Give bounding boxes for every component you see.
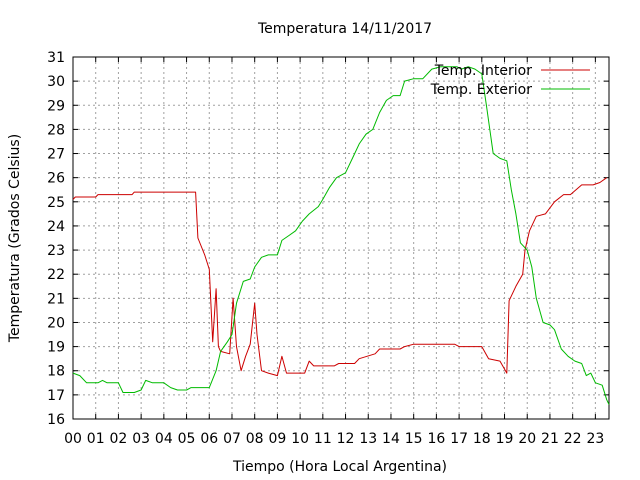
y-tick-label: 19: [47, 340, 65, 356]
x-tick-label: 19: [496, 431, 514, 447]
x-tick-label: 21: [541, 431, 559, 447]
legend: Temp. Interior Temp. Exterior: [430, 63, 590, 98]
y-axis-label: Temperatura (Grados Celsius): [7, 134, 23, 343]
x-tick-label: 09: [268, 431, 286, 447]
x-tick-label: 22: [564, 431, 582, 447]
x-axis-label: Tiempo (Hora Local Argentina): [232, 459, 447, 475]
x-tick-label: 08: [246, 431, 264, 447]
legend-label-exterior: Temp. Exterior: [430, 82, 533, 98]
x-tick-label: 13: [359, 431, 377, 447]
y-tick-label: 25: [47, 195, 65, 211]
y-tick-label: 29: [47, 98, 65, 114]
x-tick-label: 12: [337, 431, 355, 447]
x-tick-label: 10: [291, 431, 309, 447]
x-tick-label: 02: [110, 431, 128, 447]
legend-label-interior: Temp. Interior: [434, 63, 533, 79]
x-tick-label: 20: [518, 431, 536, 447]
y-tick-label: 28: [47, 122, 65, 138]
x-tick-label: 16: [427, 431, 445, 447]
y-tick-label: 16: [47, 412, 65, 428]
y-tick-label: 23: [47, 243, 65, 259]
series-line-temp-interior: [72, 177, 607, 377]
y-tick-label: 18: [47, 364, 65, 380]
x-tick-label: 14: [382, 431, 400, 447]
plot-frame: [72, 56, 610, 420]
y-tick-label: 21: [47, 291, 65, 307]
x-tick-label: 17: [450, 431, 468, 447]
x-tick-label: 03: [132, 431, 150, 447]
x-tick-label: 15: [405, 431, 423, 447]
chart-title: Temperatura 14/11/2017: [257, 21, 432, 37]
x-tick-label: 18: [473, 431, 491, 447]
y-tick-label: 31: [47, 50, 65, 66]
y-tick-label: 26: [47, 171, 65, 187]
x-tick-label: 00: [64, 431, 82, 447]
y-tick-label: 20: [47, 315, 65, 331]
x-tick-label: 11: [314, 431, 332, 447]
y-tick-label: 22: [47, 267, 65, 283]
y-tick-label: 17: [47, 388, 65, 404]
series-lines: [72, 66, 610, 405]
x-tick-label: 06: [200, 431, 218, 447]
grid: [73, 57, 609, 419]
x-tick-label: 07: [223, 431, 241, 447]
x-tick-label: 04: [155, 431, 173, 447]
x-tick-label: 23: [586, 431, 604, 447]
y-tick-label: 30: [47, 74, 65, 90]
y-tick-label: 24: [47, 219, 65, 235]
x-tick-label: 01: [87, 431, 105, 447]
y-tick-label: 27: [47, 147, 65, 163]
x-tick-label: 05: [178, 431, 196, 447]
series-line-temp-exterior: [72, 66, 610, 405]
